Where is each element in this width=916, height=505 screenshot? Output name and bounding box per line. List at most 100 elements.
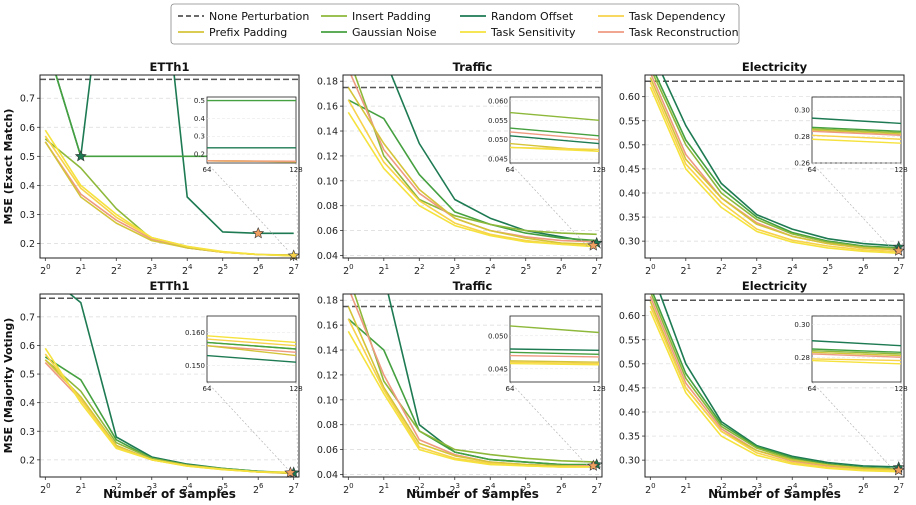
y-tick-label: 0.55	[619, 335, 640, 346]
best-point-star	[252, 227, 265, 239]
y-tick-label: 0.3	[20, 427, 35, 438]
x-tick-label-base: 2	[893, 266, 899, 277]
x-tick-label: 20	[40, 482, 51, 496]
y-tick-label: 0.45	[619, 164, 640, 175]
x-tick-label-exp: 4	[793, 263, 798, 271]
x-tick-label-base: 2	[645, 266, 651, 277]
x-tick-label-exp: 4	[188, 482, 193, 490]
panel-title: Traffic	[453, 60, 493, 74]
legend-label-7: Task Reconstruction	[628, 26, 739, 39]
x-tick-label-base: 2	[450, 266, 456, 277]
inset-y-tick-label: 0.050	[488, 332, 508, 340]
inset-series	[207, 335, 296, 363]
inset-y-tick-label: 0.150	[185, 362, 205, 370]
x-tick-label: 27	[288, 263, 299, 277]
inset-x-tick-label: 128	[592, 385, 605, 393]
series-line-task-sensitivity	[347, 111, 597, 248]
x-tick-label: 24	[182, 482, 193, 496]
x-tick-label: 24	[787, 263, 798, 277]
y-tick-label: 0.4	[20, 398, 35, 409]
y-tick-label: 0.60	[619, 92, 640, 103]
y-tick-label: 0.18	[317, 296, 338, 307]
x-tick-label-exp: 1	[82, 263, 86, 271]
inset-y-tick-label: 0.045	[488, 156, 508, 164]
x-tick-label-base: 2	[217, 266, 223, 277]
x-tick-label-exp: 5	[224, 482, 228, 490]
x-tick-label: 25	[520, 482, 531, 496]
y-tick-label: 0.04	[317, 470, 338, 481]
inset-line-prefix-padding	[812, 351, 901, 357]
y-tick-label: 0.60	[619, 311, 640, 322]
x-tick-label-base: 2	[716, 266, 722, 277]
x-tick-label: 22	[414, 263, 425, 277]
inset-x-tick-label: 64	[203, 385, 212, 393]
series-group	[649, 294, 899, 473]
x-tick-label: 23	[752, 482, 763, 496]
series-group	[649, 75, 899, 254]
inset-line-random-offset	[510, 348, 599, 352]
x-tick-label-base: 2	[645, 485, 651, 496]
inset-line-insert-padding	[510, 325, 599, 334]
x-tick-label-base: 2	[40, 266, 46, 277]
inset-connector	[900, 162, 903, 251]
y-tick-label: 0.06	[317, 445, 338, 456]
inset-line-task-dependency	[812, 134, 901, 140]
x-tick-label-exp: 3	[456, 263, 460, 271]
row-label-1: MSE (Majority Voting)	[2, 318, 15, 454]
x-tick-label-base: 2	[556, 485, 562, 496]
inset-x-tick-label: 64	[808, 385, 817, 393]
x-tick-label-exp: 1	[687, 482, 691, 490]
y-tick-label: 0.35	[619, 213, 640, 224]
inset-line-random-offset	[510, 135, 599, 145]
x-tick-label-base: 2	[591, 266, 597, 277]
series-group	[347, 294, 597, 468]
series-line-gaussian-noise	[654, 75, 899, 249]
inset-y-tick-label: 0.060	[488, 97, 508, 105]
x-tick-label-exp: 3	[153, 263, 157, 271]
x-tick-label-exp: 5	[527, 482, 531, 490]
series-line-task-sensitivity	[649, 86, 899, 254]
x-tick-label: 21	[76, 263, 87, 277]
inset-y-tick-label: 0.26	[794, 160, 810, 168]
inset-line-random-offset	[207, 354, 296, 363]
inset-line-prefix-padding	[510, 360, 599, 363]
axes-frame	[644, 74, 905, 259]
x-tick-label-exp: 3	[758, 482, 762, 490]
inset-x-tick-label: 64	[203, 166, 212, 174]
x-tick-label: 24	[485, 482, 496, 496]
inset-line-task-reconstruction	[812, 130, 901, 136]
x-tick-label-base: 2	[450, 485, 456, 496]
y-tick-label: 0.08	[317, 420, 338, 431]
panel-title: ETTh1	[150, 279, 190, 293]
x-tick-label: 22	[414, 482, 425, 496]
legend-label-5: Task Sensitivity	[490, 26, 576, 39]
x-tick-label-base: 2	[76, 485, 82, 496]
inset-connector	[509, 381, 591, 470]
x-tick-label: 23	[147, 263, 158, 277]
inset-series	[510, 325, 599, 366]
inset-line-gaussian-noise	[510, 127, 599, 137]
inset-connector	[206, 162, 288, 251]
x-tick-label: 21	[76, 482, 87, 496]
x-tick-label: 26	[556, 482, 567, 496]
x-tick-label-base: 2	[681, 266, 687, 277]
inset-x-tick-label: 64	[506, 385, 515, 393]
x-tick-label-exp: 7	[899, 482, 903, 490]
x-tick-label-exp: 4	[491, 263, 496, 271]
x-tick-label: 25	[217, 482, 228, 496]
inset-connector	[900, 381, 903, 470]
inset-frame	[509, 96, 600, 164]
series-line-prefix-padding	[347, 306, 597, 468]
x-tick-label: 21	[379, 263, 390, 277]
inset-line-prefix-padding	[812, 129, 901, 135]
inset-y-tick-label: 0.5	[194, 97, 205, 105]
x-axis-label: Number of Samples	[103, 487, 236, 501]
series-line-insert-padding	[353, 294, 597, 463]
y-tick-label: 0.40	[619, 407, 640, 418]
x-tick-label-exp: 3	[456, 482, 460, 490]
x-tick-label-base: 2	[752, 485, 758, 496]
x-tick-label: 24	[182, 263, 193, 277]
x-tick-label-base: 2	[893, 485, 899, 496]
